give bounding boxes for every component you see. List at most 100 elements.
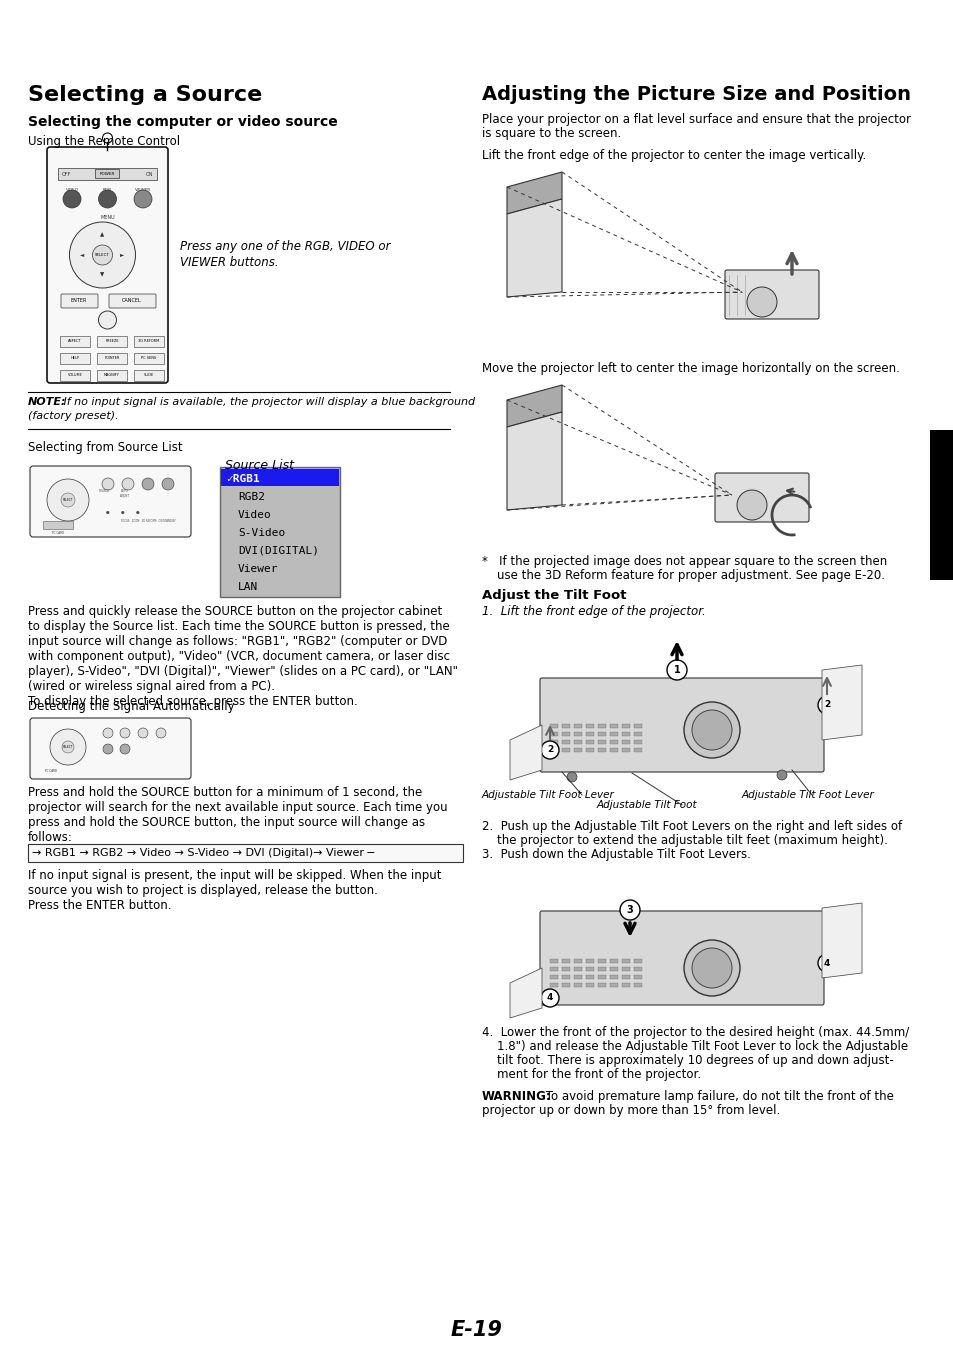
Circle shape <box>566 772 577 782</box>
Bar <box>598 748 605 752</box>
Bar <box>585 748 594 752</box>
Circle shape <box>61 493 75 507</box>
Bar <box>621 983 629 987</box>
Text: If no input signal is available, the projector will display a blue background: If no input signal is available, the pro… <box>60 398 475 407</box>
Text: ✓RGB1: ✓RGB1 <box>226 474 259 484</box>
Circle shape <box>102 133 112 143</box>
Bar <box>609 958 618 962</box>
Bar <box>574 958 581 962</box>
Circle shape <box>138 728 148 737</box>
Circle shape <box>103 728 112 737</box>
Text: use the 3D Reform feature for proper adjustment. See page E-20.: use the 3D Reform feature for proper adj… <box>481 569 884 582</box>
Text: Selecting from Source List: Selecting from Source List <box>28 441 182 454</box>
Text: If no input signal is present, the input will be skipped. When the input
source : If no input signal is present, the input… <box>28 869 441 913</box>
Circle shape <box>122 479 133 491</box>
Bar <box>598 975 605 979</box>
Bar <box>585 975 594 979</box>
Text: ●: ● <box>106 511 110 515</box>
Text: SOURCE: SOURCE <box>99 489 111 493</box>
Bar <box>609 975 618 979</box>
Text: ON: ON <box>146 171 152 177</box>
Bar <box>598 740 605 744</box>
Bar <box>609 967 618 971</box>
Circle shape <box>92 245 112 266</box>
Bar <box>28 844 462 861</box>
Circle shape <box>142 479 153 491</box>
Text: ►: ► <box>120 252 125 257</box>
Bar <box>550 958 558 962</box>
Bar <box>634 724 641 728</box>
Bar <box>550 967 558 971</box>
Bar <box>58 168 157 181</box>
Text: E-19: E-19 <box>451 1320 502 1340</box>
Bar <box>585 740 594 744</box>
Text: AUTO
ADJUST: AUTO ADJUST <box>120 489 130 497</box>
Bar <box>574 748 581 752</box>
Circle shape <box>619 900 639 919</box>
Text: VIEWER buttons.: VIEWER buttons. <box>180 256 278 270</box>
Text: POINTER: POINTER <box>104 356 119 360</box>
FancyBboxPatch shape <box>714 473 808 522</box>
Circle shape <box>817 954 835 972</box>
Text: PC CARD: PC CARD <box>52 531 64 535</box>
Circle shape <box>691 948 731 988</box>
Bar <box>561 958 569 962</box>
Bar <box>634 732 641 736</box>
Circle shape <box>70 222 135 288</box>
Bar <box>60 336 90 346</box>
Text: POWER: POWER <box>100 173 115 177</box>
Bar <box>598 958 605 962</box>
Bar <box>574 983 581 987</box>
Text: 1: 1 <box>673 665 679 675</box>
Circle shape <box>156 728 166 737</box>
Text: tilt foot. There is approximately 10 degrees of up and down adjust-: tilt foot. There is approximately 10 deg… <box>481 1054 893 1068</box>
Bar <box>634 748 641 752</box>
Circle shape <box>62 741 74 754</box>
Bar <box>598 724 605 728</box>
Bar <box>585 983 594 987</box>
Text: Lift the front edge of the projector to center the image vertically.: Lift the front edge of the projector to … <box>481 150 865 162</box>
Bar <box>621 958 629 962</box>
Bar <box>550 732 558 736</box>
Bar <box>621 967 629 971</box>
Circle shape <box>102 479 113 491</box>
Circle shape <box>133 190 152 208</box>
Bar <box>609 983 618 987</box>
Text: ▲: ▲ <box>100 232 105 237</box>
Bar <box>133 336 164 346</box>
Text: ●: ● <box>136 511 140 515</box>
Text: Adjustable Tilt Foot Lever: Adjustable Tilt Foot Lever <box>741 790 874 799</box>
Circle shape <box>120 744 130 754</box>
Bar <box>550 724 558 728</box>
Text: PC SENS: PC SENS <box>141 356 156 360</box>
Text: ●: ● <box>121 511 125 515</box>
Circle shape <box>540 741 558 759</box>
Bar <box>574 967 581 971</box>
Text: SLIDE: SLIDE <box>144 373 154 377</box>
Bar <box>609 740 618 744</box>
Bar <box>585 967 594 971</box>
Polygon shape <box>510 725 541 780</box>
Bar <box>550 983 558 987</box>
Circle shape <box>50 729 86 766</box>
Bar <box>621 740 629 744</box>
Bar <box>634 983 641 987</box>
Text: Adjustable Tilt Foot Lever: Adjustable Tilt Foot Lever <box>481 790 614 799</box>
Bar <box>97 353 127 364</box>
Text: Source List: Source List <box>225 460 294 472</box>
Bar <box>550 748 558 752</box>
Text: 3D REFORM: 3D REFORM <box>138 338 159 342</box>
Circle shape <box>776 770 786 780</box>
Circle shape <box>63 190 81 208</box>
FancyBboxPatch shape <box>47 147 168 383</box>
FancyBboxPatch shape <box>539 911 823 1006</box>
Bar <box>574 740 581 744</box>
Text: *   If the projected image does not appear square to the screen then: * If the projected image does not appear… <box>481 555 886 568</box>
Bar <box>585 724 594 728</box>
Text: Selecting a Source: Selecting a Source <box>28 85 262 105</box>
Text: 2.  Push up the Adjustable Tilt Foot Levers on the right and left sides of: 2. Push up the Adjustable Tilt Foot Leve… <box>481 820 902 833</box>
Bar <box>598 983 605 987</box>
Circle shape <box>540 989 558 1007</box>
Text: VOLUME: VOLUME <box>68 373 82 377</box>
Circle shape <box>98 311 116 329</box>
